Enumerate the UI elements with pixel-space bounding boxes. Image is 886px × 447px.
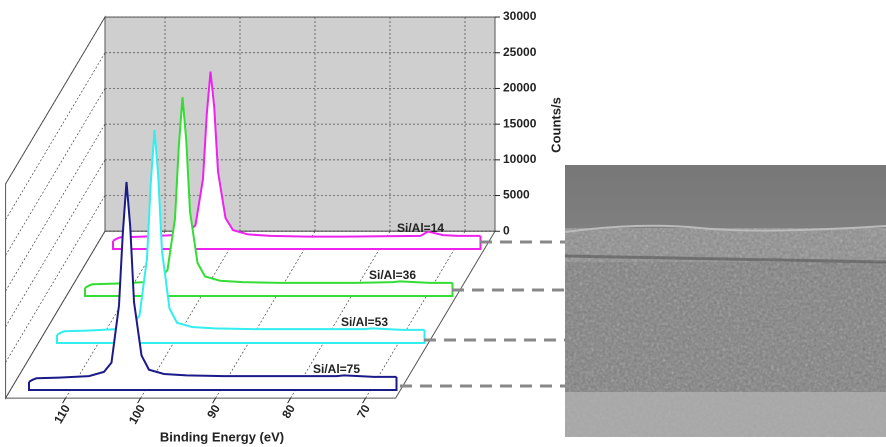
y-tick-label: 25000 <box>503 45 537 59</box>
x-axis-label: Binding Energy (eV) <box>160 429 284 444</box>
x-tick-label: 110 <box>51 402 73 426</box>
series-label: Si/Al=14 <box>397 221 444 235</box>
sem-image <box>565 165 886 437</box>
series-label: Si/Al=36 <box>369 268 416 282</box>
y-tick-label: 30000 <box>503 9 537 23</box>
y-tick-label: 0 <box>503 223 510 237</box>
series-label: Si/Al=53 <box>341 315 388 329</box>
x-tick <box>363 398 366 403</box>
y-tick-label: 15000 <box>503 116 537 130</box>
x-tick <box>138 398 141 403</box>
x-tick <box>288 398 291 403</box>
x-tick <box>213 398 216 403</box>
y-tick-label: 10000 <box>503 152 537 166</box>
y-tick-label: 20000 <box>503 81 537 95</box>
series-label: Si/Al=75 <box>313 362 360 376</box>
y-tick-label: 5000 <box>503 188 530 202</box>
x-tick-label: 70 <box>354 402 373 421</box>
y-axis-label: Counts/s <box>548 97 563 153</box>
back-wall <box>105 17 495 231</box>
x-tick <box>63 398 66 403</box>
x-tick-label: 90 <box>204 402 223 421</box>
x-tick-label: 100 <box>126 402 148 427</box>
figure: 0 5000 10000 15000 20000 25000 30000 110 100 90 80… <box>0 0 886 447</box>
x-tick-label: 80 <box>279 402 298 421</box>
